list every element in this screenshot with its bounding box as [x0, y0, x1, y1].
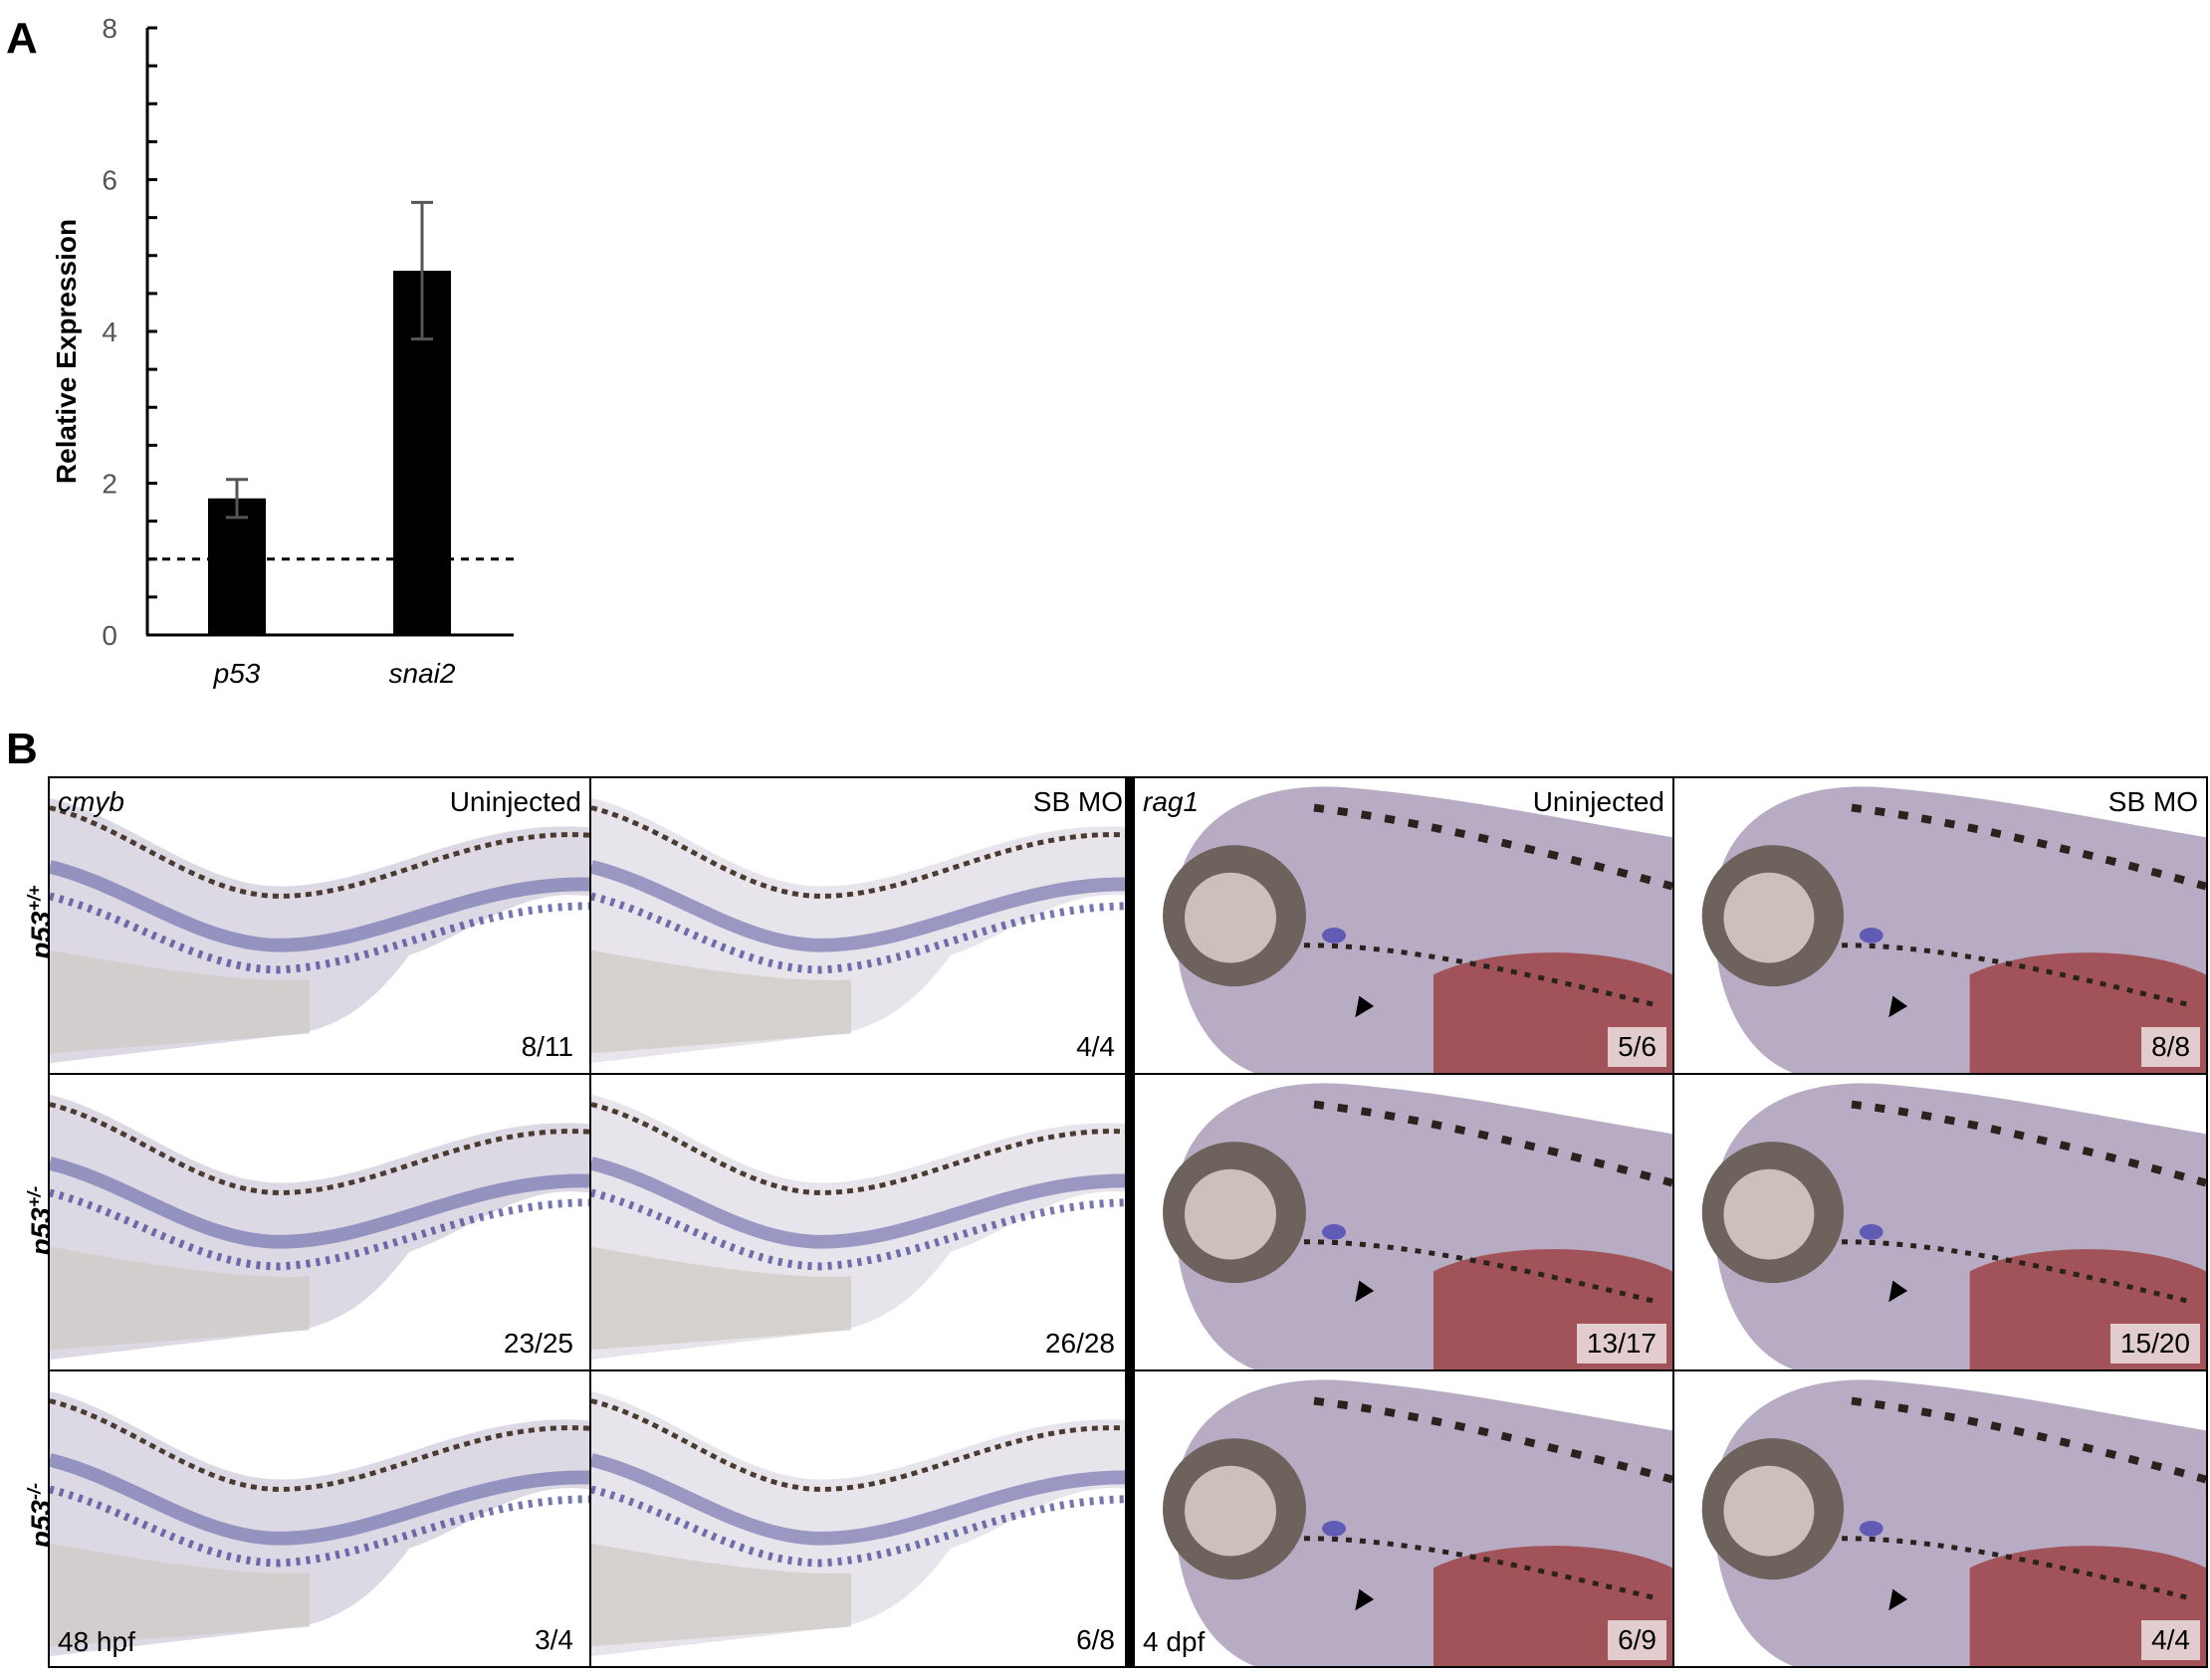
embryo-trunk-image: [50, 1371, 589, 1666]
count-label: 4/4: [2141, 1620, 2200, 1660]
embryo-trunk-image: [591, 778, 1131, 1073]
count-label: 3/4: [535, 1624, 573, 1655]
y-tick-label: 4: [102, 316, 117, 347]
count-label: 8/11: [521, 1031, 573, 1062]
embryo-trunk-image: [50, 778, 589, 1073]
embryo-trunk-image: [591, 1075, 1131, 1369]
panel-b-letter: B: [6, 725, 38, 773]
image-cell-r2-c0: 48 hpf 3/4: [48, 1369, 591, 1668]
larva-head-image: [1674, 1371, 2206, 1666]
embryo-trunk-image: [591, 1371, 1131, 1666]
count-label: 8/8: [2141, 1027, 2200, 1067]
condition-label: SB MO: [2107, 786, 2198, 817]
larva-head-image: [1674, 1075, 2206, 1369]
image-cell-r0-c0: cmyb Uninjected 8/11: [48, 776, 591, 1075]
image-cell-r2-c1: 6/8: [589, 1369, 1133, 1668]
y-tick-label: 8: [102, 13, 117, 44]
image-cell-r2-c3: 4/4: [1672, 1369, 2208, 1668]
image-cell-r1-c2: 13/17: [1133, 1073, 1674, 1371]
image-cell-r1-c1: 26/28: [589, 1073, 1133, 1371]
larva-head-image: [1135, 1371, 1672, 1666]
bar-p53: [208, 498, 266, 635]
count-label: 6/9: [1608, 1620, 1666, 1660]
embryo-trunk-image: [50, 1075, 589, 1369]
gene-label: cmyb: [58, 786, 124, 817]
stage-label: 4 dpf: [1143, 1626, 1206, 1657]
stage-label: 48 hpf: [58, 1626, 135, 1657]
count-label: 4/4: [1076, 1031, 1115, 1062]
in-situ-image-grid: p53+/+ p53+/- p53-/- cmyb Uninjected 8/11 S…: [24, 776, 2208, 1670]
count-label: 5/6: [1608, 1027, 1666, 1067]
row-genotype-sup: +/+: [24, 885, 45, 912]
count-label: 13/17: [1576, 1324, 1666, 1364]
image-cell-r0-c2: rag1 Uninjected 5/6: [1133, 776, 1674, 1075]
count-label: 23/25: [503, 1328, 573, 1359]
image-cell-r1-c0: 23/25: [48, 1073, 591, 1371]
image-cell-r0-c1: SB MO 4/4: [589, 776, 1133, 1075]
count-label: 6/8: [1076, 1624, 1115, 1655]
condition-label: SB MO: [1032, 786, 1123, 817]
panel-a-letter: A: [6, 14, 38, 63]
y-tick-label: 6: [102, 165, 117, 196]
larva-head-image: [1135, 1075, 1672, 1369]
image-cell-r1-c3: 15/20: [1672, 1073, 2208, 1371]
y-tick-label: 2: [102, 469, 117, 500]
larva-head-image: [1135, 778, 1672, 1073]
count-label: 26/28: [1044, 1328, 1115, 1359]
bar-chart: 0 2 4 6 8 Relative Expression p53 snai2: [51, 13, 514, 689]
x-tick-label-p53: p53: [213, 658, 261, 689]
panel-divider: [1125, 776, 1135, 1668]
larva-head-image: [1674, 778, 2206, 1073]
y-tick-label: 0: [102, 620, 117, 651]
row-genotype-sup: +/-: [24, 1185, 45, 1208]
y-axis-label: Relative Expression: [51, 219, 82, 484]
gene-label: rag1: [1143, 786, 1200, 817]
x-tick-label-snai2: snai2: [389, 658, 456, 689]
count-label: 15/20: [2109, 1324, 2200, 1364]
image-cell-r0-c3: SB MO 8/8: [1672, 776, 2208, 1075]
row-genotype-sup: -/-: [24, 1483, 45, 1501]
condition-label: Uninjected: [1532, 786, 1664, 817]
image-cell-r2-c2: 4 dpf 6/9: [1133, 1369, 1674, 1668]
condition-label: Uninjected: [449, 786, 581, 817]
